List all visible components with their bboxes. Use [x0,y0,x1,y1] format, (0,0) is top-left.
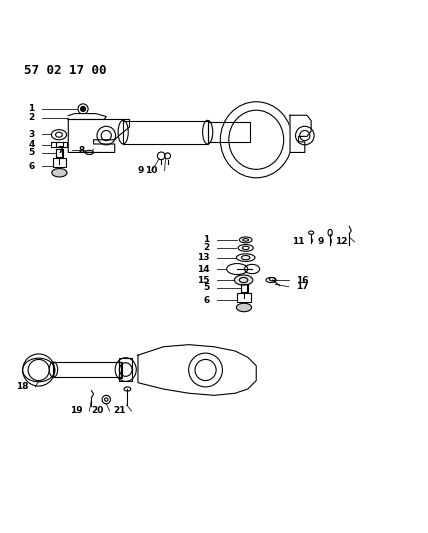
Text: 21: 21 [113,407,125,416]
Text: 4: 4 [28,140,35,149]
Bar [53,158,66,167]
Text: 2: 2 [204,244,210,253]
Bar [241,284,248,292]
Ellipse shape [52,168,67,177]
Bar [119,361,122,378]
Bar [119,358,133,382]
Text: 3: 3 [28,130,35,139]
Text: 8: 8 [79,146,85,155]
Text: 7: 7 [58,146,64,155]
Text: 18: 18 [16,382,29,391]
Bar [51,142,68,147]
Text: 12: 12 [335,238,347,246]
Text: 11: 11 [292,238,305,246]
Polygon shape [68,114,106,119]
Bar [123,121,208,144]
Text: 15: 15 [197,276,210,285]
Text: 16: 16 [296,276,309,285]
Text: 57 02 17 00: 57 02 17 00 [24,63,107,77]
Bar [237,293,251,302]
Polygon shape [138,345,256,395]
Text: 6: 6 [204,296,210,305]
Bar [56,149,63,157]
Bar [208,123,250,142]
Text: 9: 9 [318,238,324,246]
Text: 20: 20 [91,407,103,416]
Text: 9: 9 [138,166,144,175]
Ellipse shape [236,303,252,312]
Text: 19: 19 [71,407,83,416]
Text: 1: 1 [28,104,35,114]
Polygon shape [68,119,130,152]
Text: 17: 17 [296,282,309,291]
Bar [54,362,121,377]
Text: 1: 1 [204,236,210,245]
Text: 5: 5 [204,283,210,292]
Text: 5: 5 [28,148,35,157]
Text: 10: 10 [145,166,157,175]
Ellipse shape [234,275,253,285]
Text: 6: 6 [28,162,35,171]
Text: 14: 14 [197,264,210,273]
Polygon shape [290,115,311,152]
Text: 2: 2 [28,114,35,122]
Text: 13: 13 [197,253,210,262]
Circle shape [80,107,86,111]
